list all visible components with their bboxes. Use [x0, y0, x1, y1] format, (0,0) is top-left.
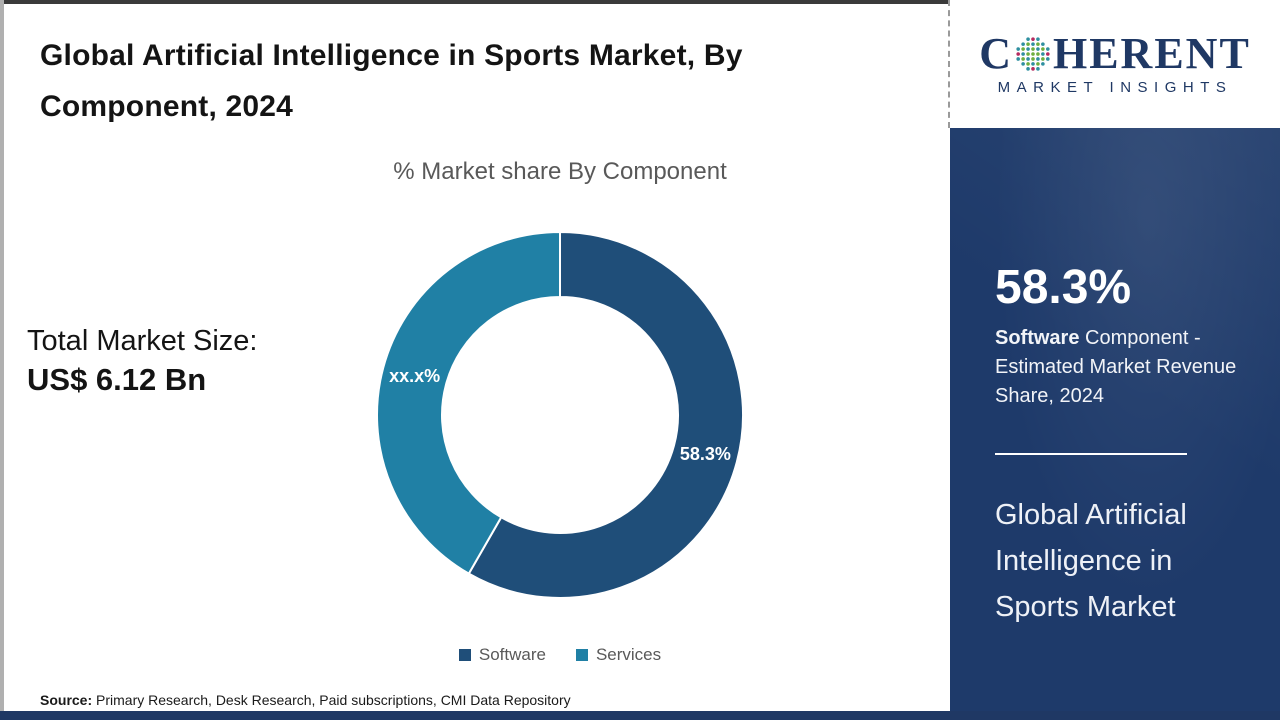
brand-globe-icon [1016, 37, 1050, 71]
chart-subtitle: % Market share By Component [393, 158, 727, 185]
total-market-size-block: Total Market Size: US$ 6.12 Bn [27, 322, 257, 400]
legend-swatch-software-icon [458, 649, 471, 661]
brand-name-start: C [979, 29, 1013, 78]
source-label: Source: [40, 692, 93, 708]
brand-logo: C HERENT [979, 32, 1251, 76]
brand-name-end: HERENT [1052, 29, 1251, 78]
sidebar-stat-description: Software Component - Estimated Market Re… [995, 324, 1240, 411]
brand-tagline: MARKET INSIGHTS [997, 79, 1233, 96]
legend-label-software: Software [478, 645, 546, 664]
sidebar-divider [995, 453, 1187, 455]
slice-label-services: xx.x% [389, 366, 440, 386]
brand-logo-area: C HERENT MARKET INSIGHTS [948, 0, 1280, 128]
donut-chart-container: 58.3% xx.x% [370, 225, 750, 605]
sidebar-stat-value: 58.3% [995, 261, 1132, 314]
legend-item-software: Software [458, 645, 546, 665]
donut-slice-services [376, 230, 561, 576]
source-text: Primary Research, Desk Research, Paid su… [92, 692, 571, 708]
page-title: Global Artificial Intelligence in Sports… [40, 39, 743, 123]
sidebar-panel: 58.3% Software Component - Estimated Mar… [950, 128, 1280, 712]
legend-item-services: Services [575, 645, 662, 665]
total-market-size-value: US$ 6.12 Bn [27, 362, 207, 397]
left-border [0, 0, 4, 720]
sidebar-stat-desc-bold: Software [995, 327, 1080, 349]
bottom-accent-bar [0, 711, 1280, 720]
donut-slice-software [467, 230, 744, 599]
legend-label-services: Services [595, 645, 662, 664]
top-border [0, 0, 1280, 4]
donut-chart: 58.3% xx.x% [376, 230, 744, 599]
chart-legend: Software Services [370, 645, 750, 665]
total-market-size-label: Total Market Size: [27, 325, 258, 357]
sidebar-report-title: Global Artificial Intelligence in Sports… [995, 499, 1187, 623]
sidebar-stat-desc-rest: Component - Estimated Market Revenue Sha… [995, 327, 1237, 407]
legend-swatch-services-icon [575, 649, 588, 661]
slice-label-software: 58.3% [680, 444, 731, 464]
source-line: Source: Primary Research, Desk Research,… [40, 692, 571, 708]
